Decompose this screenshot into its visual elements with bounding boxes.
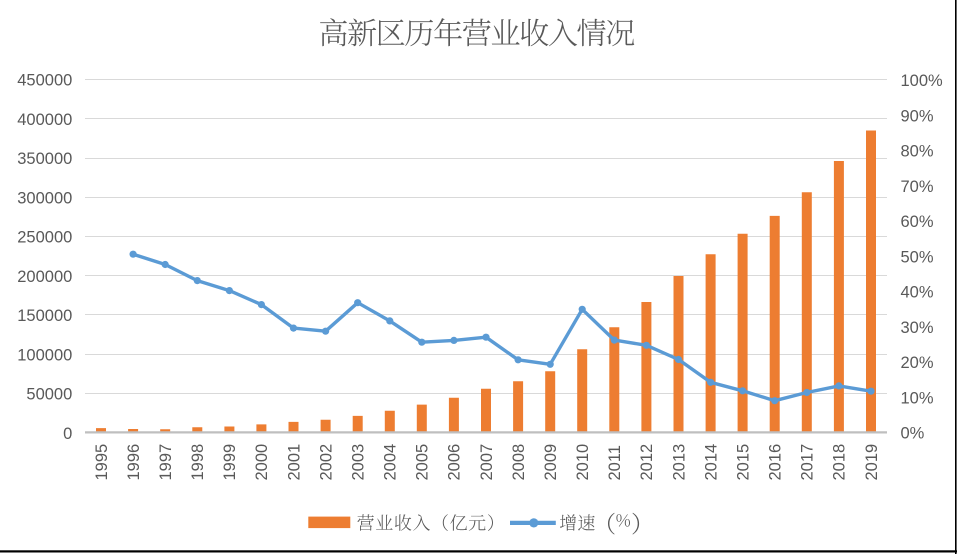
svg-text:1997: 1997 [157,444,175,481]
svg-text:2007: 2007 [478,444,496,481]
svg-text:250000: 250000 [17,229,72,247]
svg-text:2018: 2018 [831,444,849,481]
svg-text:200000: 200000 [17,268,72,286]
svg-text:2010: 2010 [574,444,592,481]
svg-text:2003: 2003 [350,444,368,481]
svg-text:100000: 100000 [17,346,72,364]
svg-text:2000: 2000 [253,444,271,481]
svg-text:20%: 20% [901,354,934,372]
svg-text:1998: 1998 [189,444,207,481]
svg-text:70%: 70% [901,178,934,196]
svg-text:90%: 90% [901,108,934,126]
svg-text:50000: 50000 [26,386,72,404]
svg-text:2005: 2005 [414,444,432,481]
svg-text:350000: 350000 [17,150,72,168]
svg-text:150000: 150000 [17,307,72,325]
svg-text:1995: 1995 [93,444,111,481]
svg-text:2013: 2013 [670,444,688,481]
svg-text:100%: 100% [901,72,944,90]
svg-text:400000: 400000 [17,111,72,129]
svg-text:2017: 2017 [799,444,817,481]
svg-text:1999: 1999 [221,444,239,481]
svg-text:2006: 2006 [446,444,464,481]
svg-text:2009: 2009 [542,444,560,481]
svg-text:2015: 2015 [734,444,752,481]
svg-text:2002: 2002 [317,444,335,481]
svg-text:450000: 450000 [17,72,72,90]
svg-text:10%: 10% [901,389,934,407]
svg-text:1996: 1996 [125,444,143,481]
svg-text:300000: 300000 [17,189,72,207]
svg-text:2012: 2012 [638,444,656,481]
svg-text:50%: 50% [901,248,934,266]
svg-text:2001: 2001 [285,444,303,481]
svg-text:80%: 80% [901,143,934,161]
svg-text:40%: 40% [901,284,934,302]
svg-text:2004: 2004 [382,444,400,481]
svg-text:2014: 2014 [702,444,720,481]
svg-text:30%: 30% [901,319,934,337]
svg-text:0%: 0% [901,425,925,443]
svg-text:0: 0 [63,425,72,443]
svg-text:2019: 2019 [863,444,881,481]
svg-text:2008: 2008 [510,444,528,481]
svg-text:2016: 2016 [767,444,785,481]
svg-text:2011: 2011 [606,445,624,480]
svg-text:60%: 60% [901,213,934,231]
